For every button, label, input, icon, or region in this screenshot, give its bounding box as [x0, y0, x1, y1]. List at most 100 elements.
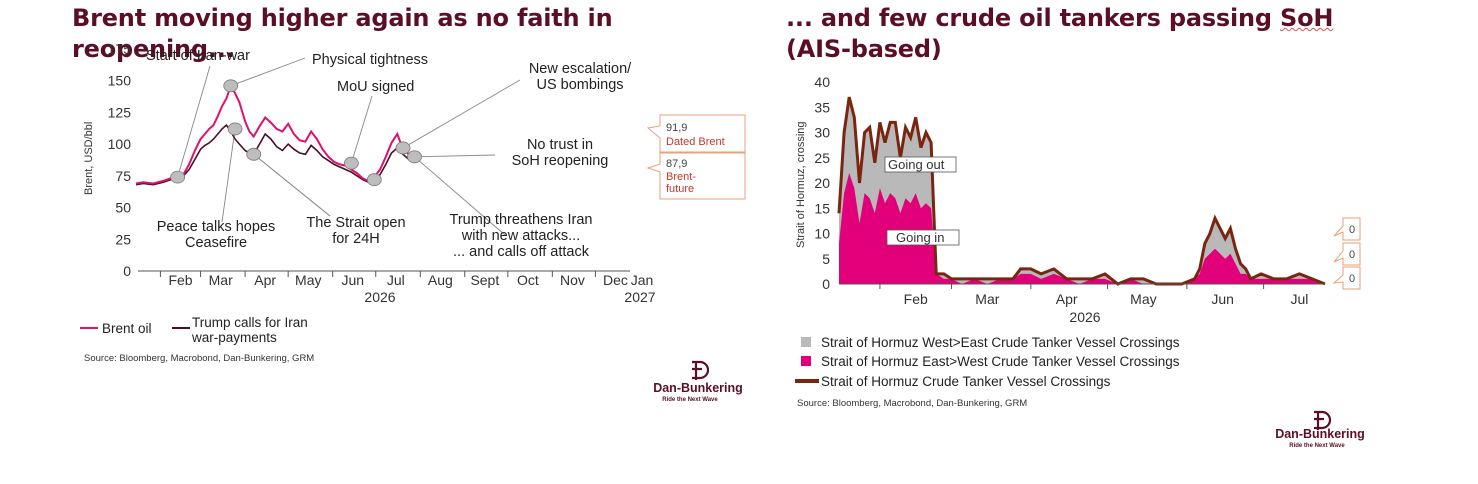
- annotation-leader-lines: [177, 57, 521, 236]
- brent-future-label-1: Brent-: [666, 171, 696, 183]
- leader-line-peace: [221, 128, 236, 223]
- left-source: Source: Bloomberg, Macrobond, Dan-Bunker…: [84, 353, 314, 364]
- logo-tagline-left: Ride the Next Wave: [662, 397, 718, 403]
- legend-west-east-swatch: [801, 337, 811, 347]
- dated-brent-label: Dated Brent: [666, 136, 725, 148]
- right-year-2026: 2026: [1069, 309, 1100, 325]
- left-y-tick-0: 0: [123, 263, 131, 279]
- annotation-mou: MoU signed: [337, 79, 414, 95]
- brent-future-value: 87,9: [666, 158, 687, 170]
- right-end-value-boxes: 0 0 0: [1332, 217, 1361, 290]
- right-x-tick-jun: Jun: [1211, 291, 1234, 307]
- right-y-tick-10: 10: [814, 226, 830, 242]
- left-x-tick-mar: Mar: [209, 272, 233, 288]
- right-legend: Strait of Hormuz West>East Crude Tanker …: [795, 335, 1180, 389]
- brent-future-box: 87,9 Brent- future: [646, 152, 746, 200]
- left-y-axis-label: Brent, USD/bbl: [83, 122, 95, 195]
- legend-trump-label-1: Trump calls for Iran: [192, 315, 308, 330]
- annotation-strait-1: The Strait open: [306, 215, 405, 231]
- area-east-west: [839, 172, 1325, 284]
- label-going-in: Going in: [886, 229, 960, 246]
- left-x-tick-apr: Apr: [254, 272, 276, 288]
- left-x-tick-jun: Jun: [341, 272, 364, 288]
- marker-low: [366, 173, 382, 187]
- left-x-tick-sept: Sept: [470, 272, 499, 288]
- right-y-tick-30: 30: [814, 125, 830, 141]
- brent-future-label-2: future: [666, 183, 694, 195]
- dan-bunkering-logo-left: Dan-Bunkering Ride the Next Wave: [653, 360, 743, 403]
- left-y-tick-100: 100: [108, 136, 132, 152]
- brent-chart: Brent, USD/bbl 175 150 125 100 75 50 25 0 Feb Ma…: [80, 41, 746, 403]
- legend-brent-label: Brent oil: [102, 321, 152, 336]
- right-y-ticks: 40 35 30 25 20 15 10 5 0: [814, 74, 830, 292]
- right-y-axis-label: Strait of Hormuz, crossing: [795, 121, 807, 248]
- label-going-out: Going out: [884, 156, 957, 173]
- marker-mou: [343, 156, 359, 170]
- left-legend: Brent oil Trump calls for Iran war-payme…: [80, 315, 308, 345]
- right-y-tick-20: 20: [814, 175, 830, 191]
- right-x-tick-may: May: [1130, 291, 1156, 307]
- legend-west-east-label: Strait of Hormuz West>East Crude Tanker …: [821, 335, 1180, 350]
- annotation-strait-2: for 24H: [332, 231, 380, 247]
- leader-line-trump: [414, 156, 506, 236]
- right-x-ticks: Feb Mar Apr May Jun Jul: [904, 291, 1309, 307]
- dan-bunkering-logo-right: Dan-Bunkering Ride the Next Wave: [1275, 410, 1365, 449]
- end-value-1: 0: [1349, 224, 1355, 236]
- annotation-new-escalation-2: US bombings: [536, 77, 623, 93]
- legend-east-west-label: Strait of Hormuz East>West Crude Tanker …: [821, 354, 1180, 369]
- left-year-2026: 2026: [364, 289, 395, 305]
- left-x-axis-line: [138, 270, 630, 277]
- right-y-tick-5: 5: [822, 251, 830, 267]
- label-going-out-text: Going out: [888, 157, 945, 172]
- marker-new-esc: [395, 141, 411, 155]
- left-y-tick-75: 75: [115, 168, 131, 184]
- annotation-peace-2: Ceasefire: [185, 235, 247, 251]
- annotation-no-trust-2: SoH reopening: [512, 153, 609, 169]
- annotation-trump-3: ... and calls off attack: [453, 244, 590, 260]
- right-x-tick-feb: Feb: [904, 291, 928, 307]
- leader-line-physical: [230, 57, 306, 87]
- annotation-peace-1: Peace talks hopes: [157, 219, 276, 235]
- left-y-tick-25: 25: [115, 231, 131, 247]
- right-y-tick-35: 35: [814, 99, 830, 115]
- leader-line-no-trust: [414, 154, 496, 158]
- left-x-tick-aug: Aug: [428, 272, 453, 288]
- tanker-chart: Strait of Hormuz, crossing 40 35 30 25 20 15 1…: [795, 74, 1365, 449]
- label-going-in-text: Going in: [896, 230, 944, 245]
- end-value-2: 0: [1349, 249, 1355, 261]
- dated-brent-value: 91,9: [666, 122, 687, 134]
- logo-tagline-right: Ride the Next Wave: [1289, 443, 1345, 449]
- marker-no-trust: [407, 150, 422, 164]
- right-x-tick-apr: Apr: [1056, 291, 1078, 307]
- annotation-no-trust-1: No trust in: [527, 137, 593, 153]
- left-x-tick-may: May: [295, 272, 321, 288]
- leader-line-start-war: [177, 65, 211, 178]
- left-y-ticks: 175 150 125 100 75 50 25 0: [108, 41, 132, 279]
- right-y-tick-15: 15: [814, 200, 830, 216]
- annotation-physical: Physical tightness: [312, 52, 428, 68]
- left-y-tick-50: 50: [115, 200, 131, 216]
- left-y-tick-175: 175: [108, 41, 132, 57]
- annotation-trump-1: Trump threathens Iran: [450, 212, 593, 228]
- left-x-ticks: Feb Mar Apr May Jun Jul Aug Sept Oct Nov Dec Jan: [168, 272, 653, 288]
- legend-east-west-swatch: [801, 356, 811, 366]
- dated-brent-box: 91,9 Dated Brent: [646, 114, 746, 153]
- left-x-tick-jan: Jan: [631, 272, 654, 288]
- legend-total-label: Strait of Hormuz Crude Tanker Vessel Cro…: [821, 374, 1111, 389]
- left-y-tick-125: 125: [108, 104, 132, 120]
- legend-trump-label-2: war-payments: [191, 330, 277, 345]
- right-source: Source: Bloomberg, Macrobond, Dan-Bunker…: [797, 398, 1027, 409]
- marker-physical: [223, 79, 239, 93]
- left-y-tick-150: 150: [108, 73, 132, 89]
- right-y-tick-0: 0: [822, 276, 830, 292]
- left-x-tick-oct: Oct: [517, 272, 539, 288]
- annotation-start-war: Start of Iran-war: [146, 48, 250, 64]
- right-x-tick-mar: Mar: [975, 291, 999, 307]
- left-x-tick-nov: Nov: [560, 272, 585, 288]
- leader-line-new-esc: [402, 79, 521, 149]
- leader-line-strait-2: [253, 153, 331, 217]
- logo-name-right: Dan-Bunkering: [1275, 427, 1365, 441]
- left-x-tick-feb: Feb: [168, 272, 192, 288]
- left-chart-title: Brent moving higher again as no faith in…: [72, 4, 613, 63]
